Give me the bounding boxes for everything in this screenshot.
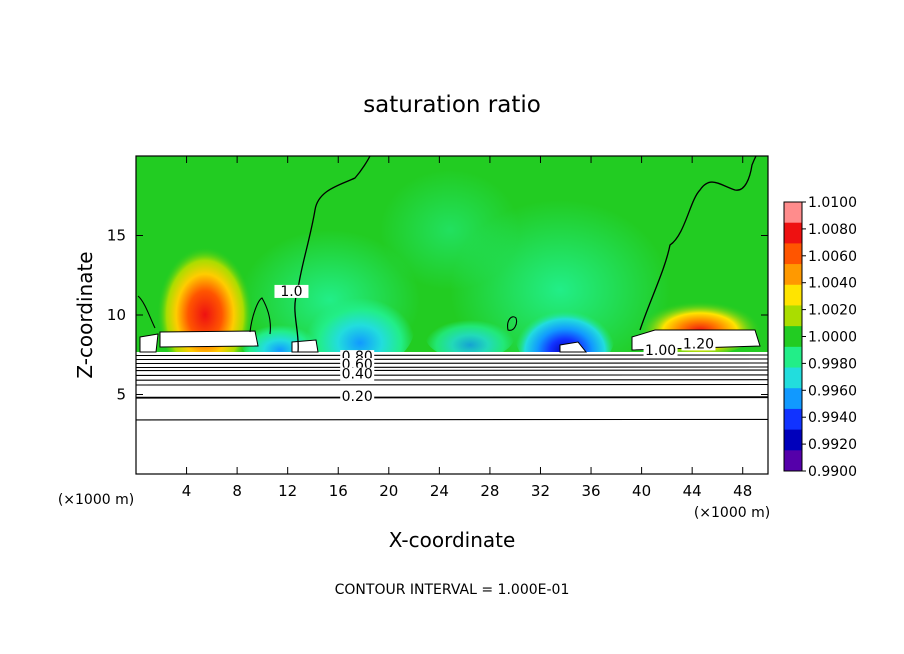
x-tick-label: 40	[632, 482, 651, 500]
x-tick-label: 32	[531, 482, 550, 500]
colorbar: 1.0100 1.0080 1.0060 1.0040 1.0020 1.0000 0.99…	[783, 195, 857, 480]
contour-label-background	[340, 367, 375, 381]
cyan-region-3	[425, 310, 515, 360]
y-tick-label: 15	[107, 227, 126, 245]
contour-level-line	[136, 374, 768, 377]
contour-label-background	[681, 337, 716, 351]
colorbar-tick-label: 0.9980	[808, 356, 857, 372]
x-tick-label: 4	[182, 482, 192, 500]
colorbar-swatch	[784, 202, 802, 224]
x-tick-label: 48	[733, 482, 752, 500]
x-tick-label: 12	[278, 482, 297, 500]
x-tick-label: 8	[232, 482, 242, 500]
contour-level-line	[136, 362, 768, 365]
x-tick-label: 20	[379, 482, 398, 500]
x-units-label-left: (×1000 m)	[58, 492, 134, 508]
x-axis-ticks: 4 8 12 16 20 24 28 32 36 40 44 48	[182, 156, 752, 500]
colorbar-tick-label: 1.0080	[808, 222, 857, 238]
contour-level-line	[136, 358, 768, 361]
colorbar-swatch	[784, 264, 802, 286]
contour-1-0-edge	[137, 295, 156, 329]
chart-title: saturation ratio	[363, 92, 541, 118]
contour-1-0-right	[639, 156, 757, 331]
contour-1-0-island	[507, 316, 518, 331]
contour-1-0-left	[294, 156, 371, 353]
colorbar-swatch	[784, 326, 802, 348]
y-tick-label: 10	[107, 306, 126, 324]
colorbar-tick-label: 1.0060	[808, 249, 857, 265]
colorbar-swatch	[784, 222, 802, 244]
contour-label: 1.0	[280, 284, 302, 300]
contour-level-line	[136, 379, 768, 381]
contour-label-background	[274, 284, 309, 298]
contour-level-line	[136, 366, 768, 369]
contour-label: 0.20	[342, 389, 373, 405]
colorbar-swatch	[784, 408, 802, 431]
y-axis-ticks: 5 10 15	[107, 227, 768, 404]
x-tick-label: 44	[683, 482, 702, 500]
y-tick-label: 5	[116, 386, 126, 404]
contour-level-line	[136, 418, 768, 421]
teal-region-3	[380, 170, 520, 290]
contour-label: 1.20	[683, 336, 714, 352]
colorbar-tick-label: 1.0000	[808, 330, 857, 346]
colorbar-swatch	[784, 367, 802, 389]
colorbar-tick-label: 0.9940	[808, 410, 857, 426]
contour-label-background	[643, 343, 678, 357]
colorbar-swatch	[784, 243, 802, 265]
colorbar-tick-label: 0.9900	[808, 464, 857, 480]
colorbar-swatch	[784, 284, 802, 306]
contour-label-background	[340, 389, 375, 403]
plot-frame	[135, 155, 769, 475]
x-tick-label: 36	[581, 482, 600, 500]
cyan-region-1	[305, 280, 415, 370]
contour-interval-note: CONTOUR INTERVAL = 1.000E-01	[335, 582, 570, 598]
plot-area	[136, 156, 768, 474]
contour-level-line	[136, 396, 768, 399]
x-tick-label: 24	[430, 482, 449, 500]
colorbar-swatch	[784, 429, 802, 451]
colorbar-tick-label: 0.9920	[808, 437, 857, 453]
contour-labels: 0.800.600.400.201.00 1.201.0	[274, 284, 716, 405]
x-units-label-right: (×1000 m)	[694, 505, 770, 521]
colorbar-tick-label: 1.0040	[808, 276, 857, 292]
contour-level-line	[136, 369, 768, 372]
lower-layer	[136, 352, 768, 474]
colorbar-swatch	[784, 388, 802, 410]
x-axis-label: X-coordinate	[389, 528, 516, 552]
x-tick-label: 28	[480, 482, 499, 500]
y-axis-label: Z-coordinate	[73, 251, 97, 378]
colorbar-swatch	[784, 450, 802, 472]
colorbar-tick-label: 0.9960	[808, 383, 857, 399]
colorbar-tick-label: 1.0100	[808, 195, 857, 211]
colorbar-swatch	[784, 305, 802, 327]
contour-1-0-small	[249, 297, 271, 335]
contour-label: 1.00	[645, 343, 676, 359]
colorbar-tick-label: 1.0020	[808, 303, 857, 319]
colorbar-swatch	[784, 346, 802, 369]
contour-label: 0.40	[342, 367, 373, 383]
x-tick-label: 16	[329, 482, 348, 500]
contour-level-line	[136, 383, 768, 386]
